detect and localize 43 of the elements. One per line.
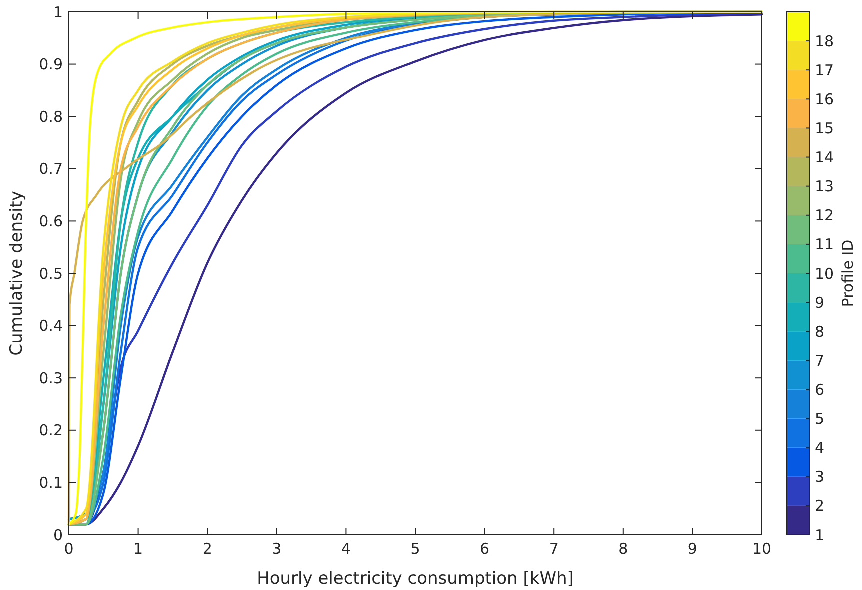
color-bar-label: 2: [815, 497, 825, 516]
x-tick-label: 2: [202, 540, 212, 558]
color-bar-label: 17: [815, 61, 834, 80]
color-bar-label: 14: [815, 148, 834, 167]
color-bar-label: 9: [815, 294, 825, 312]
color-bar-label: 15: [815, 119, 834, 138]
y-tick-label: 1: [53, 3, 63, 22]
color-bar-label: 5: [815, 410, 825, 428]
y-tick-label: 0.3: [39, 369, 63, 388]
color-bar-title: Profile ID: [839, 240, 857, 308]
y-tick-label: 0.6: [39, 212, 63, 230]
x-tick-label: 0: [64, 540, 74, 558]
x-tick-label: 4: [341, 540, 351, 558]
color-bar-label: 6: [815, 380, 825, 399]
y-tick-label: 0.2: [39, 422, 63, 440]
x-tick-label: 9: [688, 540, 698, 558]
color-bar-label: 8: [815, 322, 825, 341]
y-axis-title: Cumulative density: [7, 191, 27, 356]
y-tick-label: 0.4: [39, 317, 63, 336]
color-bar-label: 3: [815, 468, 825, 486]
color-bar-label: 13: [815, 178, 834, 196]
x-tick-label: 8: [618, 540, 628, 558]
color-bar-label: 12: [815, 206, 834, 225]
x-tick-label: 1: [134, 540, 144, 558]
x-tick-label: 3: [272, 540, 282, 558]
y-tick-label: 0.1: [39, 474, 63, 492]
y-tick-label: 0.5: [39, 264, 63, 283]
color-bar-label: 1: [815, 526, 825, 544]
color-bar-label: 4: [815, 439, 825, 458]
y-tick-label: 0: [53, 526, 63, 544]
y-tick-label: 0.7: [39, 160, 63, 178]
x-tick-label: 5: [410, 540, 420, 558]
color-bar-label: 7: [815, 352, 825, 370]
x-tick-label: 6: [480, 540, 490, 558]
x-tick-label: 10: [752, 540, 772, 558]
color-bar-label: 18: [815, 32, 834, 50]
x-tick-label: 7: [549, 540, 559, 558]
color-bar-label: 11: [815, 236, 834, 254]
y-tick-label: 0.8: [39, 108, 63, 126]
y-tick-label: 0.9: [39, 56, 63, 74]
color-bar-label: 16: [815, 90, 834, 108]
x-axis-title: Hourly electricity consumption [kWh]: [257, 569, 574, 589]
color-bar-label: 10: [815, 264, 834, 283]
